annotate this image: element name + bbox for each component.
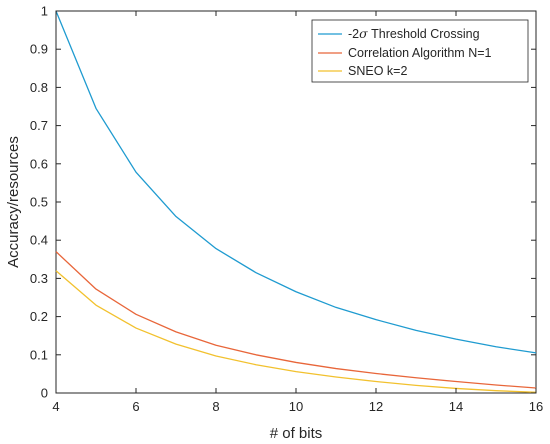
legend-box (311, 19, 529, 83)
sigma-symbol: σ (359, 26, 368, 41)
legend: -2σ Threshold Crossing Correlation Algor… (311, 19, 529, 83)
ticks-layer: 4 6 8 10 12 14 16 0 0.1 0.2 0.3 0.4 0.5 0.6 0.7 0.8 0.9 1 (30, 4, 543, 415)
y-tick-label: 0.9 (30, 42, 48, 57)
x-tick-label: 8 (212, 399, 219, 414)
legend-label-threshold-suffix: Threshold Crossing (368, 27, 480, 41)
y-tick-label: 0.2 (30, 309, 48, 324)
series-line-threshold-crossing (55, 10, 537, 354)
x-tick-label: 10 (289, 399, 303, 414)
legend-label-threshold: -2σ Threshold Crossing (348, 26, 480, 41)
y-tick-label: 0.5 (30, 195, 48, 210)
x-tick-label: 14 (449, 399, 463, 414)
y-tick-label: 0.4 (30, 233, 48, 248)
legend-label-correlation: Correlation Algorithm N=1 (348, 46, 492, 60)
x-axis-title: # of bits (270, 425, 323, 442)
x-tick-label: 16 (529, 399, 543, 414)
y-tick-label: 0.1 (30, 347, 48, 362)
y-tick-label: 0.7 (30, 118, 48, 133)
y-tick-label: 0.8 (30, 80, 48, 95)
legend-label-sneo: SNEO k=2 (348, 64, 407, 78)
series-line-correlation-algorithm (55, 251, 537, 389)
y-tick-label: 0 (41, 386, 48, 401)
y-tick-label: 1 (41, 4, 48, 19)
x-tick-label: 4 (52, 399, 59, 414)
y-tick-label: 0.6 (30, 156, 48, 171)
x-tick-label: 6 (132, 399, 139, 414)
legend-label-threshold-prefix: -2 (348, 27, 359, 41)
y-axis-title: Accuracy/resources (5, 136, 22, 268)
y-tick-label: 0.3 (30, 271, 48, 286)
x-tick-label: 12 (369, 399, 383, 414)
